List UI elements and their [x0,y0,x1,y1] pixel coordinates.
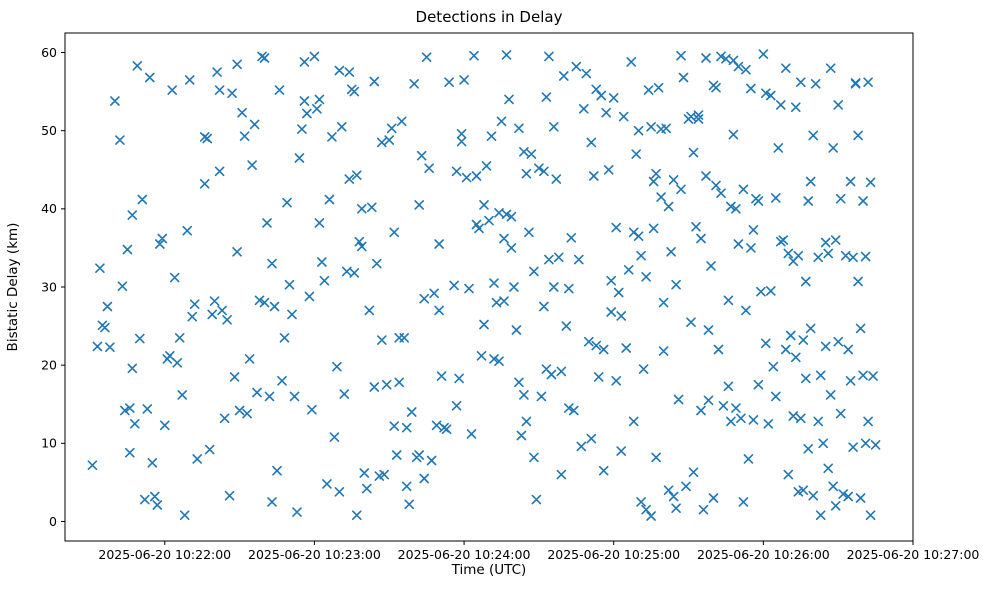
y-tick-label: 50 [41,123,57,138]
plot-layer: 2025-06-20 10:22:00 2025-06-20 10:23:00 20… [41,32,980,562]
x-tick-label: 2025-06-20 10:24:00 [398,547,531,562]
chart-title: Detections in Delay [416,8,563,26]
x-tick-label: 2025-06-20 10:22:00 [98,547,231,562]
x-tick-label: 2025-06-20 10:26:00 [697,547,830,562]
y-tick-label: 60 [41,45,57,60]
y-tick-label: 30 [41,279,57,294]
y-axis-label: Bistatic Delay (km) [5,223,21,352]
x-tick-label: 2025-06-20 10:25:00 [547,547,680,562]
y-tick-label: 10 [41,436,57,451]
x-tick-label: 2025-06-20 10:27:00 [847,547,980,562]
x-axis-label: Time (UTC) [451,562,527,578]
scatter-markers [87,49,881,521]
y-tick-label: 20 [41,357,57,372]
x-tick-label: 2025-06-20 10:23:00 [248,547,381,562]
axes-frame [64,32,914,542]
y-tick-label: 0 [49,514,57,529]
y-tick-label: 40 [41,201,57,216]
